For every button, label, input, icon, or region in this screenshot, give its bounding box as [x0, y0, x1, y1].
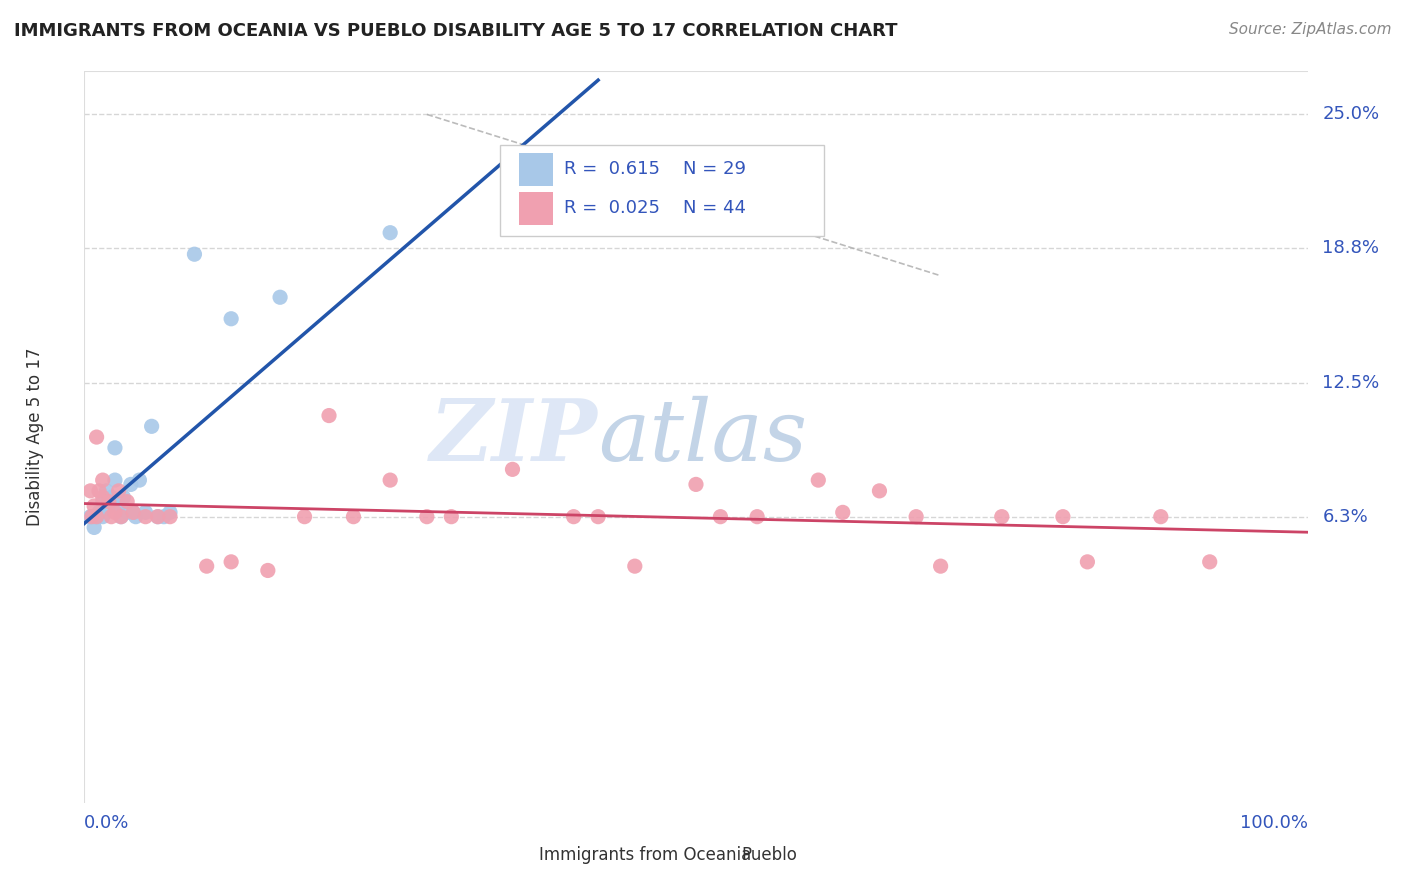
Point	[869, 483, 891, 498]
Point	[1150, 509, 1173, 524]
Point	[831, 505, 853, 519]
Point	[87, 483, 110, 498]
Point	[380, 473, 402, 487]
Point	[269, 290, 291, 304]
Point	[110, 509, 132, 524]
Point	[97, 499, 120, 513]
Point	[96, 483, 118, 498]
Point	[586, 509, 609, 524]
Text: Disability Age 5 to 17: Disability Age 5 to 17	[27, 348, 45, 526]
Point	[318, 409, 340, 423]
Point	[416, 509, 439, 524]
Point	[135, 505, 157, 519]
Point	[294, 509, 316, 524]
Point	[110, 509, 132, 524]
Point	[440, 509, 463, 524]
Text: 25.0%: 25.0%	[1322, 105, 1379, 123]
Point	[107, 499, 129, 513]
Text: Immigrants from Oceania: Immigrants from Oceania	[540, 847, 752, 864]
Point	[562, 509, 585, 524]
Point	[112, 491, 135, 505]
Point	[122, 505, 145, 519]
Point	[219, 555, 242, 569]
Point	[153, 509, 176, 524]
Text: R =  0.025    N = 44: R = 0.025 N = 44	[564, 199, 745, 217]
Point	[80, 509, 103, 524]
Point	[195, 559, 218, 574]
Point	[79, 483, 101, 498]
Point	[87, 505, 110, 519]
Point	[1052, 509, 1074, 524]
Point	[624, 559, 647, 574]
Point	[104, 473, 127, 487]
Point	[115, 494, 138, 508]
Point	[91, 491, 114, 505]
Point	[502, 462, 524, 476]
Bar	[506, 848, 533, 864]
Text: 12.5%: 12.5%	[1322, 375, 1379, 392]
Point	[79, 509, 101, 524]
Point	[905, 509, 928, 524]
Point	[86, 509, 108, 524]
Point	[929, 559, 952, 574]
Text: IMMIGRANTS FROM OCEANIA VS PUEBLO DISABILITY AGE 5 TO 17 CORRELATION CHART: IMMIGRANTS FROM OCEANIA VS PUEBLO DISABI…	[14, 22, 897, 40]
Point	[122, 505, 145, 519]
Point	[146, 509, 169, 524]
FancyBboxPatch shape	[501, 145, 824, 235]
Text: 100.0%: 100.0%	[1240, 814, 1308, 831]
Text: Source: ZipAtlas.com: Source: ZipAtlas.com	[1229, 22, 1392, 37]
Text: 0.0%: 0.0%	[84, 814, 129, 831]
Point	[97, 494, 120, 508]
Point	[1198, 555, 1220, 569]
Point	[709, 509, 731, 524]
Point	[100, 491, 122, 505]
Point	[104, 505, 127, 519]
Point	[83, 499, 105, 513]
Point	[342, 509, 364, 524]
Point	[141, 419, 163, 434]
Text: 6.3%: 6.3%	[1322, 508, 1368, 525]
Point	[991, 509, 1014, 524]
Point	[86, 430, 108, 444]
Point	[91, 473, 114, 487]
Point	[125, 509, 148, 524]
Point	[120, 477, 142, 491]
Bar	[519, 192, 553, 225]
Point	[159, 509, 181, 524]
Bar	[709, 848, 735, 864]
Point	[91, 509, 114, 524]
Point	[100, 509, 122, 524]
Point	[91, 494, 114, 508]
Point	[107, 483, 129, 498]
Text: atlas: atlas	[598, 396, 807, 478]
Point	[257, 564, 280, 578]
Point	[128, 473, 150, 487]
Point	[183, 247, 205, 261]
Point	[104, 441, 127, 455]
Point	[380, 226, 402, 240]
Point	[135, 509, 157, 524]
Point	[747, 509, 769, 524]
Point	[685, 477, 707, 491]
Text: Pueblo: Pueblo	[741, 847, 797, 864]
Bar	[519, 153, 553, 186]
Text: R =  0.615    N = 29: R = 0.615 N = 29	[564, 160, 745, 178]
Text: ZIP: ZIP	[430, 395, 598, 479]
Point	[538, 183, 561, 197]
Point	[807, 473, 830, 487]
Point	[86, 509, 108, 524]
Point	[159, 505, 181, 519]
Point	[83, 520, 105, 534]
Point	[1076, 555, 1098, 569]
Point	[146, 509, 169, 524]
Text: 18.8%: 18.8%	[1322, 239, 1379, 257]
Point	[115, 505, 138, 519]
Point	[219, 311, 242, 326]
